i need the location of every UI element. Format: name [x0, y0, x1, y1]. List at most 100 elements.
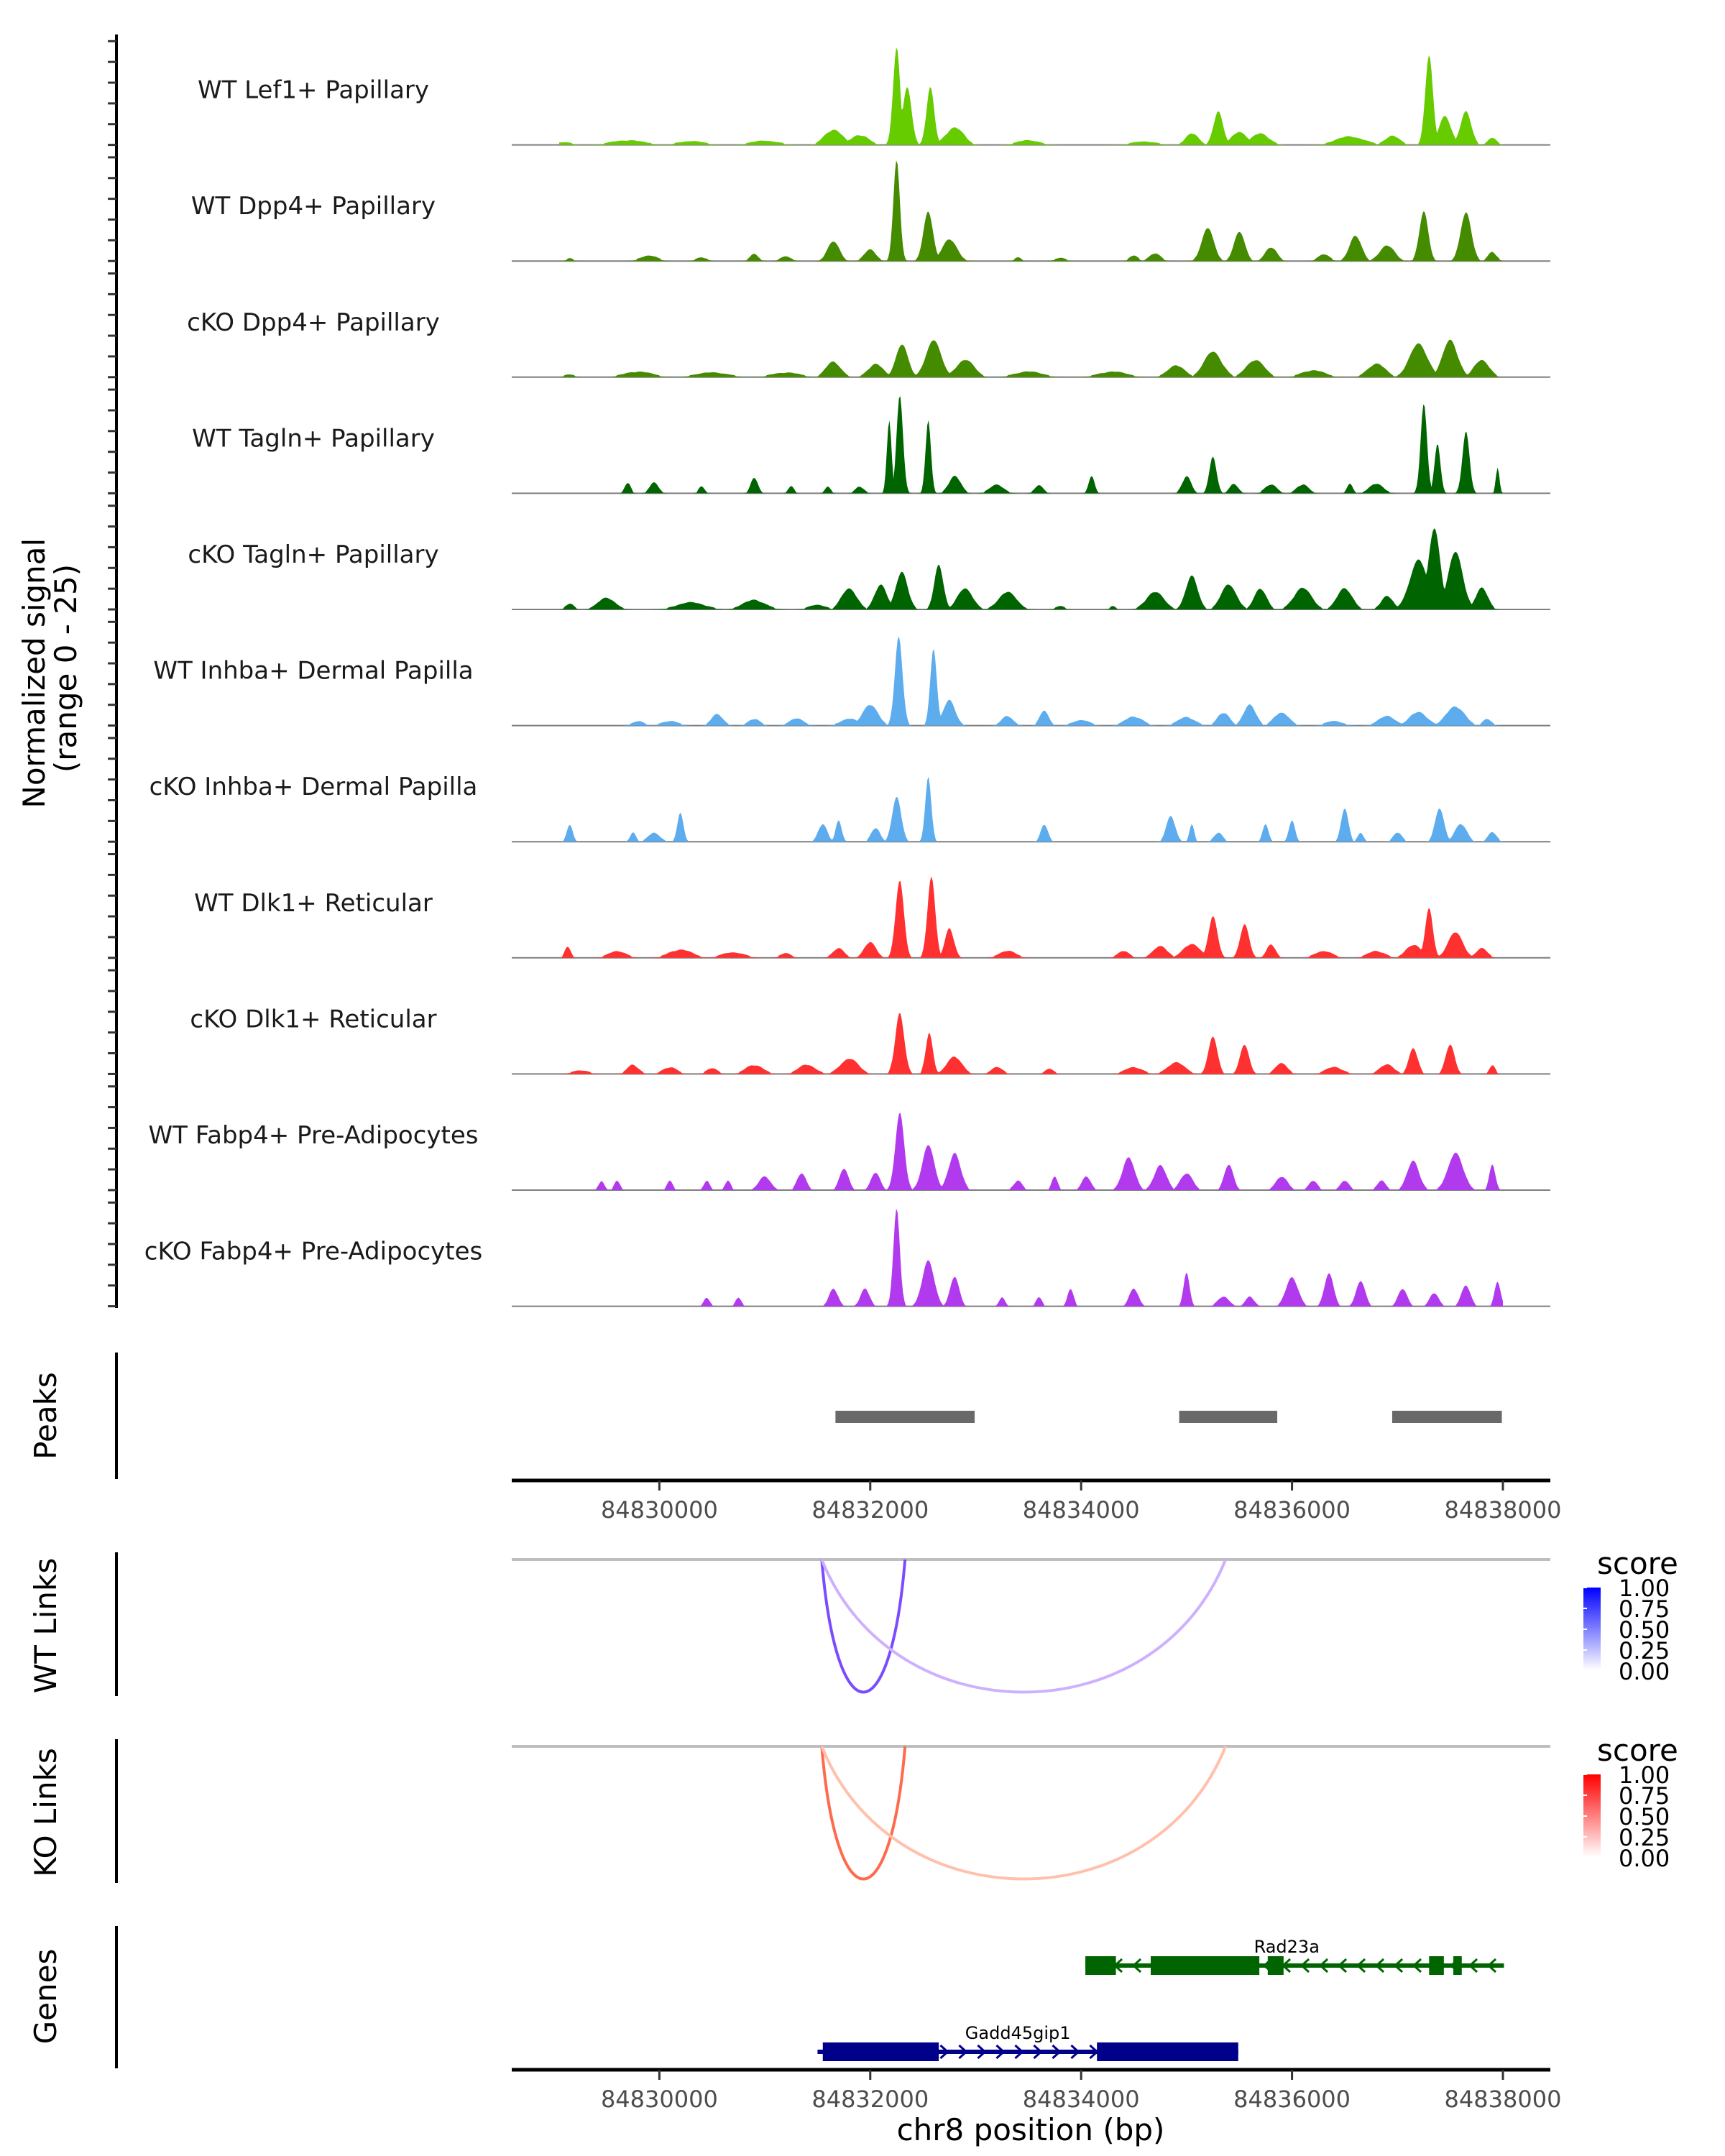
- signal-area: [559, 528, 1503, 609]
- genes-track-label: Genes: [28, 1949, 63, 2045]
- legend-tick-label: 0.50: [1619, 1616, 1670, 1644]
- gene-model: Rad23a: [1085, 1937, 1504, 1975]
- signal-area: [559, 339, 1503, 377]
- x-tick-label: 84832000: [811, 1496, 929, 1524]
- coverage-track: cKO Dlk1+ Reticular: [190, 1005, 1550, 1075]
- track-label: WT Fabp4+ Pre-Adipocytes: [149, 1121, 479, 1150]
- peak-region: [835, 1411, 975, 1423]
- link-arc: [820, 1746, 907, 1881]
- coverage-track: cKO Inhba+ Dermal Papilla: [150, 773, 1550, 843]
- link-arc: [820, 1559, 907, 1694]
- coverage-track: WT Lef1+ Papillary: [198, 47, 1550, 146]
- strand-arrow-icon: [1014, 2044, 1024, 2060]
- track-label: cKO Tagln+ Papillary: [188, 540, 438, 569]
- x-tick-label: 84830000: [601, 2086, 718, 2113]
- track-label: cKO Inhba+ Dermal Papilla: [150, 773, 478, 801]
- x-tick-label: 84834000: [1023, 2086, 1140, 2113]
- signal-area: [559, 1013, 1503, 1074]
- track-label: WT Inhba+ Dermal Papilla: [153, 657, 473, 686]
- gene-name-label: Rad23a: [1254, 1937, 1320, 1957]
- coverage-track: WT Fabp4+ Pre-Adipocytes: [149, 1112, 1550, 1191]
- legend-tick-label: 0.25: [1619, 1824, 1670, 1851]
- strand-arrow-icon: [1033, 2044, 1043, 2060]
- track-label: cKO Fabp4+ Pre-Adipocytes: [144, 1238, 483, 1266]
- coverage-y-label-line1: Normalized signal: [17, 538, 52, 808]
- coverage-track: WT Dpp4+ Papillary: [191, 160, 1550, 262]
- track-label: WT Tagln+ Papillary: [192, 424, 435, 453]
- legend-tick-label: 0.00: [1619, 1845, 1670, 1872]
- links-track-label: KO Links: [28, 1748, 63, 1877]
- legend-tick-label: 1.00: [1619, 1761, 1670, 1789]
- legend-tick-label: 0.00: [1619, 1658, 1670, 1685]
- exon: [822, 2042, 939, 2061]
- x-tick-label: 84832000: [811, 2086, 929, 2113]
- exon: [1453, 1956, 1462, 1975]
- signal-area: [559, 396, 1503, 494]
- peaks-track-label: Peaks: [28, 1372, 63, 1460]
- legend-title: score: [1597, 1733, 1678, 1768]
- link-arc: [820, 1746, 1228, 1881]
- track-label: WT Lef1+ Papillary: [198, 76, 429, 105]
- signal-area: [559, 1208, 1503, 1307]
- legend-title: score: [1597, 1546, 1678, 1581]
- strand-arrow-icon: [1374, 1958, 1385, 1973]
- x-tick-label: 84838000: [1445, 2086, 1562, 2113]
- coverage-track: WT Tagln+ Papillary: [192, 396, 1550, 494]
- x-tick-label: 84836000: [1233, 1496, 1351, 1524]
- x-tick-label: 84836000: [1233, 2086, 1351, 2113]
- strand-arrow-icon: [1300, 1958, 1310, 1973]
- exon: [1429, 1956, 1444, 1975]
- x-axis-top: 84830000 84832000 84834000 84836000 84838000: [512, 1478, 1562, 1524]
- genes-track: Rad23a Gadd45gip1: [817, 1937, 1504, 2061]
- gene-model: Gadd45gip1: [817, 2023, 1238, 2061]
- strand-arrow-icon: [995, 2044, 1006, 2060]
- strand-arrow-icon: [1356, 1958, 1366, 1973]
- strand-arrow-icon: [939, 2044, 949, 2060]
- track-label: WT Dpp4+ Papillary: [191, 192, 436, 221]
- signal-area: [559, 636, 1503, 726]
- exon: [1085, 1956, 1116, 1975]
- track-label: WT Dlk1+ Reticular: [194, 889, 433, 918]
- x-tick-label: 84834000: [1023, 1496, 1140, 1524]
- coverage-axis-ticks: [108, 40, 116, 1308]
- strand-arrow-icon: [1131, 1958, 1142, 1973]
- signal-area: [559, 47, 1503, 145]
- strand-arrow-icon: [1070, 2044, 1080, 2060]
- peak-region: [1179, 1411, 1278, 1423]
- peak-region: [1392, 1411, 1502, 1423]
- signal-area: [559, 876, 1503, 958]
- strand-arrow-icon: [977, 2044, 987, 2060]
- exon: [1097, 2042, 1238, 2061]
- exon: [1267, 1956, 1284, 1975]
- coverage-tracks: WT Lef1+ Papillary WT Dpp4+ Papillary cKO …: [144, 47, 1550, 1307]
- strand-arrow-icon: [1486, 1958, 1497, 1973]
- links-track-label: WT Links: [28, 1558, 63, 1693]
- track-label: cKO Dlk1+ Reticular: [190, 1005, 436, 1033]
- coverage-track: WT Inhba+ Dermal Papilla: [153, 636, 1550, 727]
- track-label: cKO Dpp4+ Papillary: [187, 308, 440, 337]
- peaks-track: [835, 1411, 1502, 1423]
- coverage-y-label-line2: (range 0 - 25): [48, 564, 83, 773]
- signal-area: [559, 776, 1503, 842]
- strand-arrow-icon: [958, 2044, 968, 2060]
- coverage-y-label: Normalized signal (range 0 - 25): [17, 528, 83, 808]
- legend-tick-label: 0.75: [1619, 1595, 1670, 1623]
- coverage-track: cKO Fabp4+ Pre-Adipocytes: [144, 1208, 1550, 1307]
- x-tick-label: 84838000: [1445, 1496, 1562, 1524]
- x-axis-title: chr8 position (bp): [897, 2112, 1165, 2147]
- strand-arrow-icon: [1393, 1958, 1404, 1973]
- strand-arrow-icon: [1337, 1958, 1348, 1973]
- coverage-y-axis: [108, 34, 118, 1308]
- strand-arrow-icon: [1468, 1958, 1478, 1973]
- signal-area: [559, 160, 1503, 262]
- legend-tick-label: 0.50: [1619, 1803, 1670, 1830]
- gene-name-label: Gadd45gip1: [965, 2023, 1071, 2043]
- legend-tick-label: 1.00: [1619, 1575, 1670, 1602]
- x-axis-bottom: 84830000 84832000 84834000 84836000 84838000: [512, 2068, 1562, 2113]
- signal-area: [559, 1112, 1503, 1190]
